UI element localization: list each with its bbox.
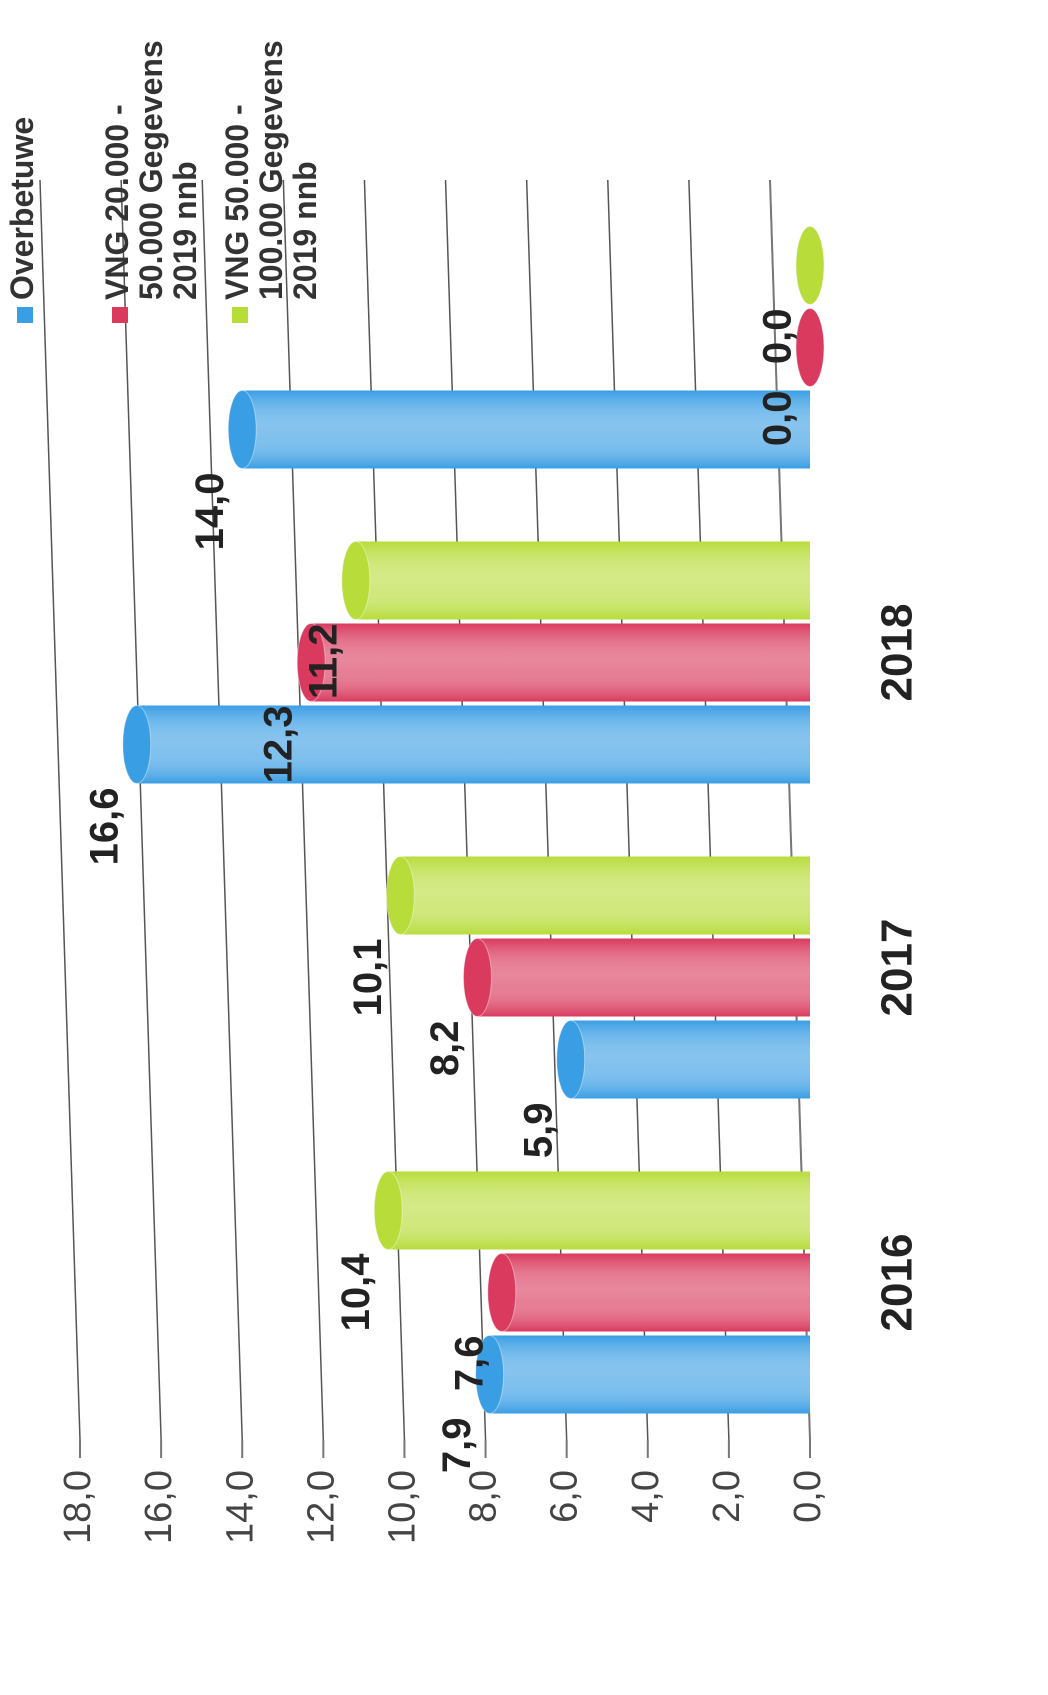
legend-label: Overbetuwe	[5, 116, 40, 300]
legend-marker	[112, 307, 128, 323]
grid-line	[525, 179, 568, 1441]
x-tick-label: 2018	[873, 604, 922, 702]
legend-marker	[17, 307, 33, 323]
value-label: 14,0	[188, 473, 232, 551]
bar	[385, 856, 810, 935]
plot: 0,0 2,0 4,0 6,0 8,0 10,0 12,0 14,0 16,0 18,0 2016 7…	[5, 40, 922, 1544]
y-tick-label: 4,0	[625, 1470, 667, 1523]
grid-line	[201, 179, 243, 1441]
y-tick-label: 2,0	[706, 1470, 748, 1523]
y-tick-label: 12,0	[300, 1470, 342, 1544]
bar	[122, 705, 810, 784]
bar	[341, 541, 810, 620]
value-label: 0,0	[756, 391, 800, 447]
y-tick-label: 8,0	[463, 1470, 505, 1523]
bar	[227, 390, 810, 469]
bar	[795, 308, 825, 387]
bar	[487, 1253, 810, 1332]
y-tick-label: 16,0	[138, 1470, 180, 1544]
value-label: 11,2	[301, 624, 345, 700]
grid-line	[688, 179, 730, 1441]
bar	[296, 623, 810, 702]
value-label: 8,2	[423, 1021, 467, 1077]
y-tick-label: 0,0	[787, 1470, 829, 1523]
grid-line	[282, 179, 325, 1441]
x-tick-label: 2016	[873, 1234, 922, 1332]
value-label: 7,6	[447, 1336, 491, 1392]
grid-line	[607, 179, 649, 1441]
y-tick-label: 10,0	[381, 1470, 423, 1544]
value-label: 16,6	[82, 788, 126, 866]
value-label: 7,9	[435, 1418, 479, 1474]
y-tick-label: 14,0	[219, 1470, 261, 1544]
grid-line	[120, 179, 162, 1441]
grid-line	[39, 179, 81, 1441]
value-label: 0,0	[756, 309, 800, 365]
legend-label: VNG 50.000 - 100.00 Gegevens 2019 nnb	[220, 40, 323, 300]
value-label: 12,3	[257, 706, 301, 784]
value-label: 5,9	[516, 1103, 560, 1159]
bar	[475, 1335, 810, 1414]
x-tick-label: 2017	[873, 919, 922, 1017]
value-label: 10,4	[334, 1253, 378, 1332]
legend-label: VNG 20.000 - 50.000 Gegevens 2019 nnb	[100, 40, 203, 300]
bar	[462, 938, 810, 1017]
legend-marker	[232, 307, 248, 323]
grid-line	[363, 179, 406, 1441]
y-tick-label: 18,0	[57, 1470, 99, 1544]
grid-line	[444, 179, 487, 1441]
bar	[373, 1171, 810, 1250]
value-label: 10,1	[346, 939, 390, 1017]
y-tick-label: 6,0	[544, 1470, 586, 1523]
bar	[795, 226, 825, 305]
bar	[556, 1020, 810, 1099]
